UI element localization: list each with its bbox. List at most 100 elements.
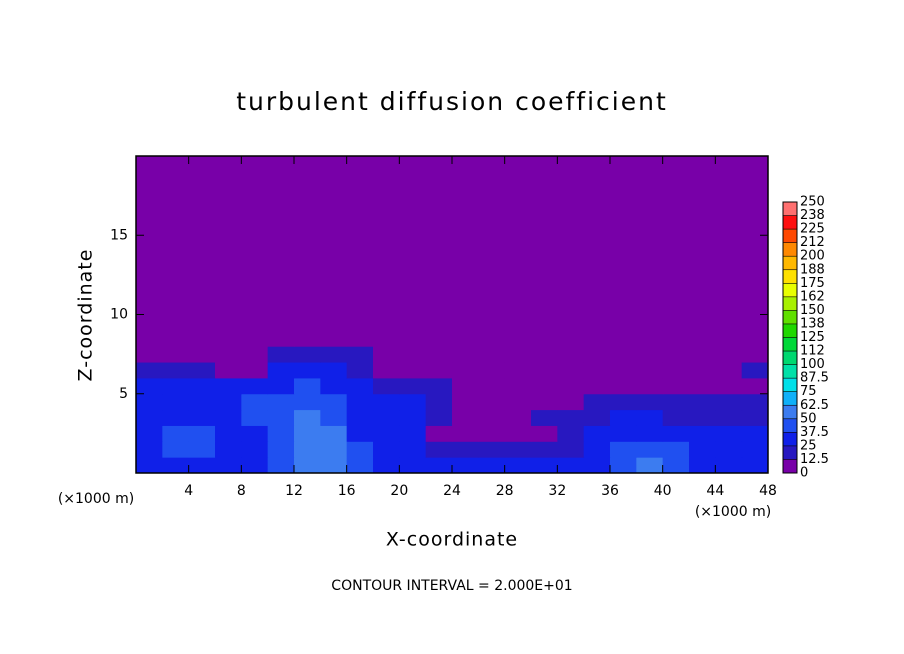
field-cell bbox=[636, 330, 664, 347]
field-cell bbox=[662, 441, 690, 458]
field-cell bbox=[241, 330, 269, 347]
colorbar-label: 200 bbox=[800, 249, 825, 264]
field-cell bbox=[294, 330, 321, 347]
field-cell bbox=[557, 362, 585, 379]
field-cell bbox=[294, 425, 321, 442]
field-cell bbox=[557, 425, 585, 442]
field-cell bbox=[583, 346, 611, 363]
field-cell bbox=[452, 330, 479, 347]
field-cell bbox=[320, 409, 348, 426]
field-cell bbox=[346, 409, 374, 426]
field-cell bbox=[531, 457, 558, 474]
field-cell bbox=[162, 393, 190, 411]
field-cell bbox=[162, 425, 190, 442]
field-cell bbox=[320, 346, 348, 363]
colorbar-swatch bbox=[783, 256, 797, 270]
y-tick-label: 5 bbox=[119, 386, 128, 402]
field-cell bbox=[689, 330, 716, 347]
field-cell bbox=[320, 393, 348, 411]
field-cell bbox=[215, 409, 242, 426]
field-cell bbox=[215, 362, 242, 379]
field-cell bbox=[241, 409, 269, 426]
field-cell bbox=[557, 346, 585, 363]
field-cell bbox=[162, 330, 190, 347]
field-cell bbox=[320, 441, 348, 458]
field-cell bbox=[452, 457, 479, 474]
colorbar-label: 12.5 bbox=[800, 452, 829, 467]
field-cell bbox=[267, 346, 295, 363]
field-cell bbox=[267, 393, 295, 411]
field-cell bbox=[741, 393, 769, 411]
field-cell bbox=[136, 409, 163, 426]
colorbar-label: 50 bbox=[800, 411, 817, 426]
field-cell bbox=[636, 377, 664, 395]
colorbar-swatch bbox=[783, 432, 797, 446]
x-tick-label: 16 bbox=[338, 483, 356, 499]
field-cell bbox=[373, 425, 400, 442]
field-cell bbox=[557, 409, 585, 426]
field-cell bbox=[294, 346, 321, 363]
field-cell bbox=[504, 346, 532, 363]
colorbar-label: 225 bbox=[800, 222, 825, 237]
field-cell bbox=[531, 441, 558, 458]
field-cell bbox=[267, 409, 295, 426]
field-cell bbox=[267, 377, 295, 395]
colorbar-label: 150 bbox=[800, 303, 825, 318]
field-cell bbox=[636, 362, 664, 379]
field-cell bbox=[188, 362, 216, 379]
x-tick-label: 32 bbox=[548, 483, 566, 499]
field-cell bbox=[452, 393, 479, 411]
field-cell bbox=[610, 330, 637, 347]
field-cell bbox=[741, 441, 769, 458]
field-cell bbox=[504, 393, 532, 411]
field-cell bbox=[241, 393, 269, 411]
field-cell bbox=[215, 393, 242, 411]
field-cell bbox=[399, 457, 427, 474]
field-cell bbox=[162, 377, 190, 395]
field-cell bbox=[610, 346, 637, 363]
field-cell bbox=[241, 425, 269, 442]
field-cell bbox=[294, 409, 321, 426]
colorbar-label: 188 bbox=[800, 262, 825, 277]
field-cell bbox=[583, 441, 611, 458]
field-cell bbox=[373, 346, 400, 363]
field-cell bbox=[425, 441, 453, 458]
field-cell bbox=[215, 377, 242, 395]
field-cell bbox=[741, 457, 769, 474]
field-cell bbox=[478, 346, 506, 363]
x-tick-label: 48 bbox=[759, 483, 777, 499]
field-cell bbox=[346, 425, 374, 442]
colorbar-swatch bbox=[783, 310, 797, 324]
field-cell bbox=[425, 377, 453, 395]
field-cell bbox=[478, 409, 506, 426]
field-cell bbox=[504, 362, 532, 379]
x-tick-label: 20 bbox=[390, 483, 408, 499]
field-cell bbox=[715, 393, 743, 411]
field-cell bbox=[215, 330, 242, 347]
field-cell bbox=[267, 330, 295, 347]
field-cell bbox=[136, 425, 163, 442]
y-axis-label: Z-coordinate bbox=[75, 249, 97, 382]
colorbar-swatch bbox=[783, 459, 797, 473]
field-cell bbox=[136, 457, 163, 474]
field-cell bbox=[452, 409, 479, 426]
field-cell bbox=[662, 425, 690, 442]
field-cell bbox=[741, 362, 769, 379]
field-cell bbox=[241, 441, 269, 458]
field-cell bbox=[267, 425, 295, 442]
colorbar-label: 75 bbox=[800, 384, 817, 399]
field-cell bbox=[741, 409, 769, 426]
field-cell bbox=[294, 377, 321, 395]
field-cell bbox=[320, 425, 348, 442]
field-cell bbox=[715, 362, 743, 379]
field-cell bbox=[583, 409, 611, 426]
contour-note: CONTOUR INTERVAL = 2.000E+01 bbox=[331, 578, 572, 594]
field-cell bbox=[373, 362, 400, 379]
field-cell bbox=[583, 393, 611, 411]
field-cell bbox=[162, 457, 190, 474]
field-cell bbox=[557, 441, 585, 458]
field-cell bbox=[452, 425, 479, 442]
field-cell bbox=[162, 409, 190, 426]
colorbar-label: 138 bbox=[800, 316, 825, 331]
field-cell bbox=[741, 330, 769, 347]
